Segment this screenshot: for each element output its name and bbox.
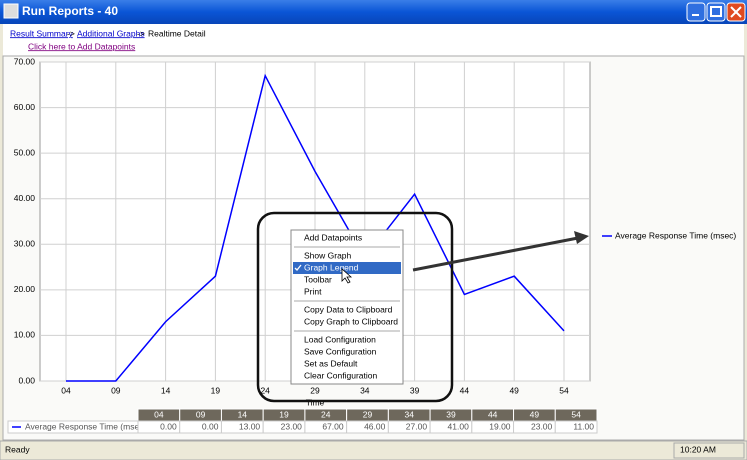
- y-tick-label: 60.00: [14, 102, 36, 112]
- menu-item[interactable]: Copy Data to Clipboard: [304, 304, 393, 314]
- menu-item[interactable]: Toolbar: [304, 274, 332, 284]
- table-cell-text: 46.00: [364, 421, 386, 431]
- breadcrumb-link[interactable]: Additional Graphs: [77, 28, 145, 38]
- maximize-icon: [710, 6, 722, 17]
- table-cell-text: 23.00: [281, 421, 303, 431]
- data-line: [66, 73, 565, 382]
- menu-item[interactable]: Copy Graph to Clipboard: [304, 316, 398, 326]
- menu-item[interactable]: Graph Legend: [304, 262, 359, 272]
- menu-item[interactable]: Add Datapoints: [304, 232, 362, 242]
- menu-check: [294, 264, 302, 271]
- menu-background: [290, 229, 404, 385]
- table-header-text: 44: [488, 409, 498, 419]
- status-bar: [0, 440, 747, 460]
- app-icon: [3, 3, 19, 19]
- table-cell-text: 19.00: [489, 421, 511, 431]
- table-header-text: 49: [530, 409, 540, 419]
- table-cell-text: 0.00: [160, 421, 177, 431]
- x-tick-label: 29: [310, 385, 320, 395]
- menu-item[interactable]: Set as Default: [304, 358, 358, 368]
- annotation-arrow: [412, 236, 579, 272]
- table-row-label: Average Response Time (msec): [25, 421, 146, 431]
- table-cell-text: 41.00: [448, 421, 470, 431]
- annotation-arrowhead: [574, 231, 589, 244]
- table-header-text: 29: [363, 409, 373, 419]
- status-clock-panel: [673, 442, 745, 459]
- status-clock: 10:20 AM: [680, 444, 716, 454]
- table-cell-text: 0.00: [202, 421, 219, 431]
- data-table: 04 09 14 19 24 29 34 39 44 49 54 Average Response T…: [7, 408, 598, 434]
- y-tick-label: 10.00: [14, 330, 36, 340]
- breadcrumb-separator: ->: [67, 28, 75, 38]
- menu-item[interactable]: Print: [304, 286, 322, 296]
- table-header-text: 04: [154, 409, 164, 419]
- table-cell-text: 23.00: [531, 421, 553, 431]
- window-title: Run Reports - 40: [22, 4, 118, 18]
- table-cell: [554, 420, 598, 434]
- x-tick-label: 44: [460, 385, 470, 395]
- minimize-button[interactable]: [686, 2, 706, 22]
- table-cell-text: 27.00: [406, 421, 428, 431]
- x-tick-label: 04: [61, 385, 71, 395]
- table-cell-text: 67.00: [322, 421, 344, 431]
- y-tick-label: 70.00: [14, 56, 36, 66]
- x-tick-label: 19: [211, 385, 221, 395]
- maximize-button[interactable]: [706, 2, 726, 22]
- table-header-text: 24: [321, 409, 331, 419]
- menu-item[interactable]: Save Configuration: [304, 346, 377, 356]
- annotation-box: [256, 211, 454, 403]
- y-tick-label: 30.00: [14, 239, 36, 249]
- legend-label: Average Response Time (msec): [615, 230, 736, 240]
- table-header-text: 54: [571, 409, 581, 419]
- breadcrumb-link[interactable]: Result Summary: [10, 28, 74, 38]
- x-tick-label: 14: [161, 385, 171, 395]
- table-cell-text: 13.00: [239, 421, 261, 431]
- window-buttons: [686, 2, 746, 22]
- menu-highlight: [293, 262, 401, 274]
- y-tick-label: 50.00: [14, 147, 36, 157]
- x-tick-label: 39: [410, 385, 420, 395]
- minimize-icon: [692, 14, 699, 16]
- menu-item[interactable]: Load Configuration: [304, 334, 376, 344]
- close-icon: [730, 6, 742, 18]
- breadcrumb-current: Realtime Detail: [148, 28, 206, 38]
- table-cell-text: 11.00: [573, 421, 594, 431]
- mouse-cursor: [341, 268, 353, 284]
- x-tick-label: 24: [260, 385, 270, 395]
- table-header-text: 14: [238, 409, 248, 419]
- add-datapoints-link[interactable]: Click here to Add Datapoints: [28, 41, 135, 51]
- breadcrumb-separator: ->: [137, 28, 145, 38]
- table-header-text: 34: [404, 409, 414, 419]
- x-tick-label: 49: [509, 385, 519, 395]
- table-header-text: 39: [446, 409, 456, 419]
- y-tick-label: 0.00: [18, 375, 35, 385]
- y-tick-label: 20.00: [14, 284, 36, 294]
- y-tick-label: 40.00: [14, 193, 36, 203]
- status-text: Ready: [5, 444, 30, 454]
- menu-item[interactable]: Clear Configuration: [304, 370, 378, 380]
- title-bar: [0, 0, 747, 24]
- x-tick-label: 54: [559, 385, 569, 395]
- context-menu: Add Datapoints Show Graph Graph Legend Tool…: [290, 229, 404, 385]
- menu-item[interactable]: Show Graph: [304, 250, 352, 260]
- table-header-text: 09: [196, 409, 206, 419]
- x-tick-label: 34: [360, 385, 370, 395]
- x-tick-label: 09: [111, 385, 121, 395]
- table-header-text: 19: [279, 409, 289, 419]
